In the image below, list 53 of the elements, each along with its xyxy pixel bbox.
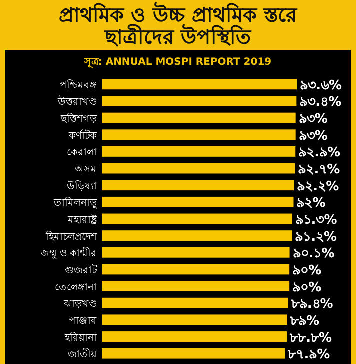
data-label: ৯০.১%: [292, 246, 335, 262]
data-label: ৮৯%: [289, 314, 320, 329]
bar: [102, 112, 296, 124]
y-tick-label: হিমাচলপ্রদেশ: [45, 230, 98, 243]
y-tick-label: পশ্চিমবঙ্গ: [60, 79, 97, 92]
y-tick-label: জাতীয়: [67, 348, 98, 361]
bar: [102, 230, 292, 242]
y-tick-label: তেলেঙ্গানা: [55, 282, 98, 294]
bar: [102, 96, 297, 106]
bar: [102, 146, 296, 157]
data-label: ৯২.৭%: [298, 162, 340, 178]
bar: [102, 281, 290, 292]
y-tick-label: জম্মু ও কাশ্মীর: [40, 246, 97, 260]
data-label: ৯২%: [296, 196, 326, 212]
y-tick-label: উড়িষ্যা: [66, 179, 98, 192]
data-label: ৯৩%: [298, 112, 328, 128]
data-label: ৮৯.৪%: [290, 297, 334, 312]
data-label: ৮৭.৯%: [287, 348, 330, 363]
data-label: ৯০%: [292, 280, 322, 296]
data-label: ৯৩.৪%: [300, 95, 342, 110]
bar: [102, 264, 290, 275]
y-tick-label: কর্ণাটক: [68, 128, 98, 142]
data-label: ৯১.২%: [295, 230, 338, 245]
chart-subtitle: সূত্র: ANNUAL MOSPI REPORT 2019: [83, 57, 272, 69]
bar: [102, 163, 296, 174]
bar: [102, 214, 292, 224]
data-label: ৯০%: [292, 263, 322, 278]
bar: [102, 247, 290, 258]
bar: [102, 298, 288, 308]
y-tick-label: গুজরাট: [65, 263, 98, 276]
y-tick-label: উত্তরাখণ্ড: [57, 95, 97, 108]
data-label: ৯৩%: [298, 128, 328, 144]
data-label: ৯২.৯%: [298, 146, 341, 161]
y-tick-label: তামিলনাড়ু: [53, 197, 98, 210]
data-label: ৯২.২%: [297, 179, 340, 194]
y-tick-label: ঝাড়খণ্ড: [63, 299, 97, 310]
data-label: ৯৩.৬%: [300, 78, 342, 94]
y-tick-label: অসম: [74, 164, 97, 176]
bar: [102, 314, 288, 326]
bar: [102, 196, 294, 208]
bar: [102, 130, 296, 140]
bar: [102, 332, 288, 342]
bar: [102, 348, 286, 359]
chart-title: প্রাথমিক ও উচ্চ প্রাথমিক স্তরে ছাত্রীদের উপস্থিতি: [59, 2, 298, 49]
y-tick-label: ছত্তিশগড়: [60, 113, 98, 126]
y-tick-label: কেরালা: [67, 148, 98, 159]
y-tick-label: পাঞ্জাব: [69, 316, 97, 327]
bar: [102, 180, 294, 191]
y-tick-label: হরিয়ানা: [64, 332, 98, 344]
data-label: ৯১.৩%: [295, 213, 338, 228]
bar: [102, 79, 298, 90]
data-label: ৮৮.৮%: [289, 330, 332, 346]
y-tick-label: মহারাষ্ট্র: [67, 214, 98, 226]
